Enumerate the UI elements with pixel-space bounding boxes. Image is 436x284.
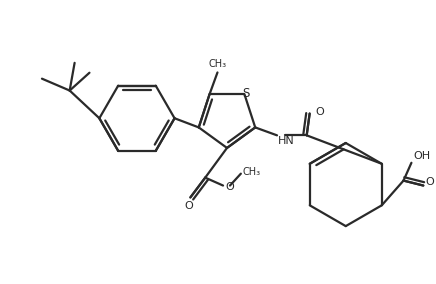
Text: S: S <box>242 87 249 100</box>
Text: O: O <box>184 201 193 211</box>
Text: CH₃: CH₃ <box>208 59 227 68</box>
Text: CH₃: CH₃ <box>243 167 261 177</box>
Text: O: O <box>316 106 324 117</box>
Text: OH: OH <box>413 151 430 161</box>
Text: O: O <box>225 181 234 191</box>
Text: O: O <box>425 177 434 187</box>
Text: HN: HN <box>278 136 295 146</box>
